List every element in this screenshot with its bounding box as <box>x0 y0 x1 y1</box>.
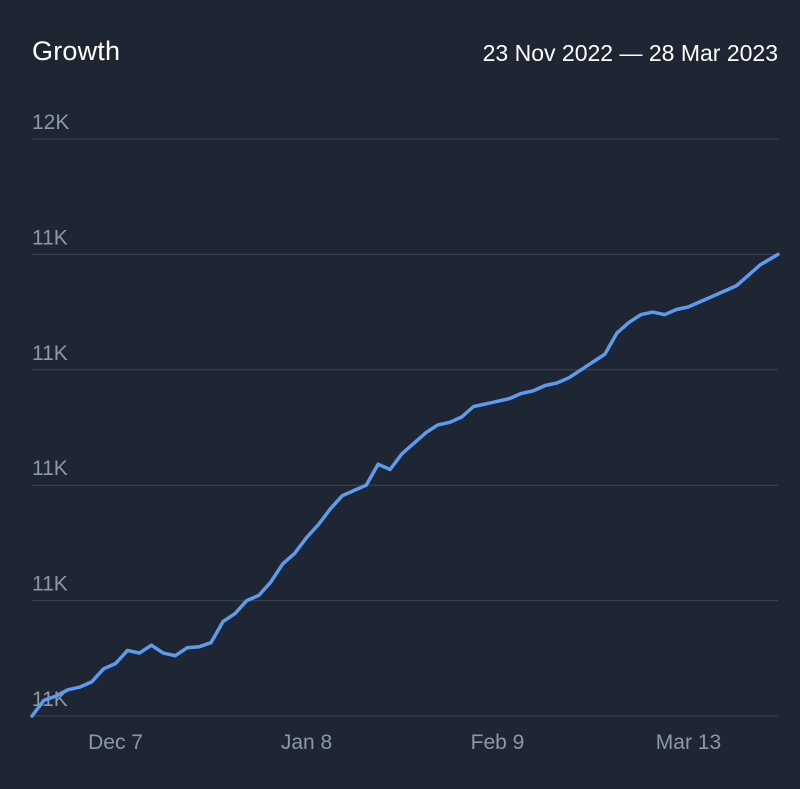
x-tick-label: Dec 7 <box>88 731 143 754</box>
y-tick-label: 11K <box>32 226 68 249</box>
date-range-label[interactable]: 23 Nov 2022 — 28 Mar 2023 <box>482 40 778 66</box>
y-tick-label: 11K <box>32 457 68 480</box>
y-tick-label: 11K <box>32 342 68 365</box>
y-tick-label: 11K <box>32 573 68 596</box>
series-line <box>30 252 780 718</box>
gridlines <box>32 138 778 717</box>
x-tick-label: Mar 13 <box>656 731 721 754</box>
x-tick-label: Feb 9 <box>471 731 525 754</box>
x-axis-ticks: Dec 7 Jan 8 Feb 9 Mar 13 <box>88 731 721 754</box>
y-tick-label: 12K <box>32 111 69 134</box>
series-layer <box>30 252 780 718</box>
chart-title: Growth <box>32 36 121 66</box>
x-tick-label: Jan 8 <box>281 731 332 754</box>
